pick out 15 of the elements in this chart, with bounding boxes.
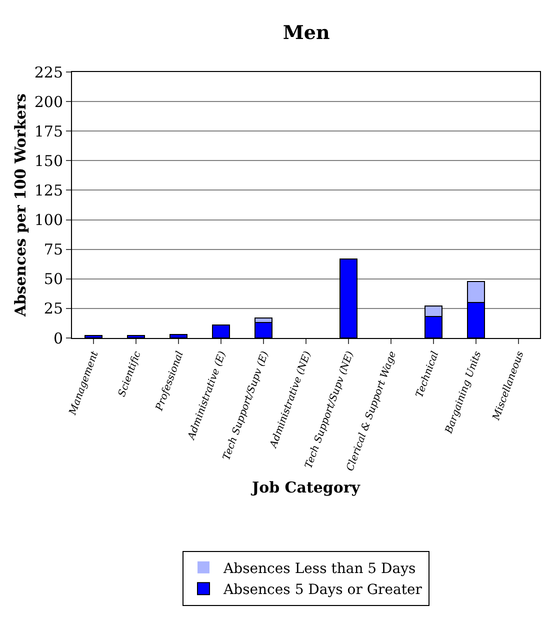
y-tick-label: 125 [34,181,63,200]
legend-label: Absences Less than 5 Days [222,560,416,577]
y-tick-label: 200 [34,92,63,111]
y-tick-label: 25 [44,300,63,318]
y-tick-label: 175 [34,122,63,140]
y-tick-label: 150 [34,152,63,170]
y-axis-title: Absences per 100 Workers [12,94,30,318]
legend-label: Absences 5 Days or Greater [222,582,422,598]
y-tick-label: 0 [53,329,63,348]
x-axis-title: Job Category [250,478,362,497]
y-tick-label: 75 [44,240,63,259]
y-tick-label: 50 [44,270,63,288]
chart-title: Men [282,22,330,44]
y-tick-label: 225 [34,63,63,82]
y-tick-label: 100 [34,211,63,230]
